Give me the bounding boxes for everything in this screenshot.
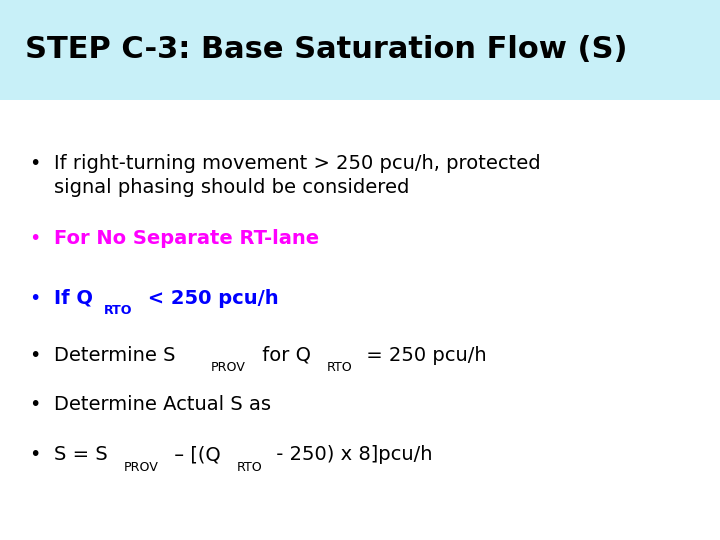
- Text: STEP C-3: Base Saturation Flow (S): STEP C-3: Base Saturation Flow (S): [25, 36, 628, 64]
- Text: PROV: PROV: [123, 461, 158, 474]
- Text: for Q: for Q: [256, 346, 311, 365]
- Text: S = S: S = S: [54, 446, 108, 464]
- Text: •: •: [29, 230, 40, 248]
- Text: PROV: PROV: [211, 361, 246, 374]
- Text: •: •: [29, 289, 40, 308]
- Text: RTO: RTO: [327, 361, 353, 374]
- Text: – [(Q: – [(Q: [168, 446, 221, 464]
- Text: For No Separate RT-lane: For No Separate RT-lane: [54, 230, 319, 248]
- Text: •: •: [29, 154, 40, 173]
- Text: = 250 pcu/h: = 250 pcu/h: [360, 346, 487, 365]
- FancyBboxPatch shape: [0, 0, 720, 100]
- Text: Determine Actual S as: Determine Actual S as: [54, 395, 271, 414]
- Text: •: •: [29, 395, 40, 414]
- Text: RTO: RTO: [104, 304, 132, 317]
- Text: •: •: [29, 446, 40, 464]
- Text: RTO: RTO: [236, 461, 262, 474]
- Text: Determine S: Determine S: [54, 346, 176, 365]
- Text: If right-turning movement > 250 pcu/h, protected
signal phasing should be consid: If right-turning movement > 250 pcu/h, p…: [54, 154, 541, 197]
- Text: < 250 pcu/h: < 250 pcu/h: [141, 289, 279, 308]
- Text: If Q: If Q: [54, 289, 93, 308]
- Text: •: •: [29, 346, 40, 365]
- Text: - 250) x 8]pcu/h: - 250) x 8]pcu/h: [270, 446, 432, 464]
